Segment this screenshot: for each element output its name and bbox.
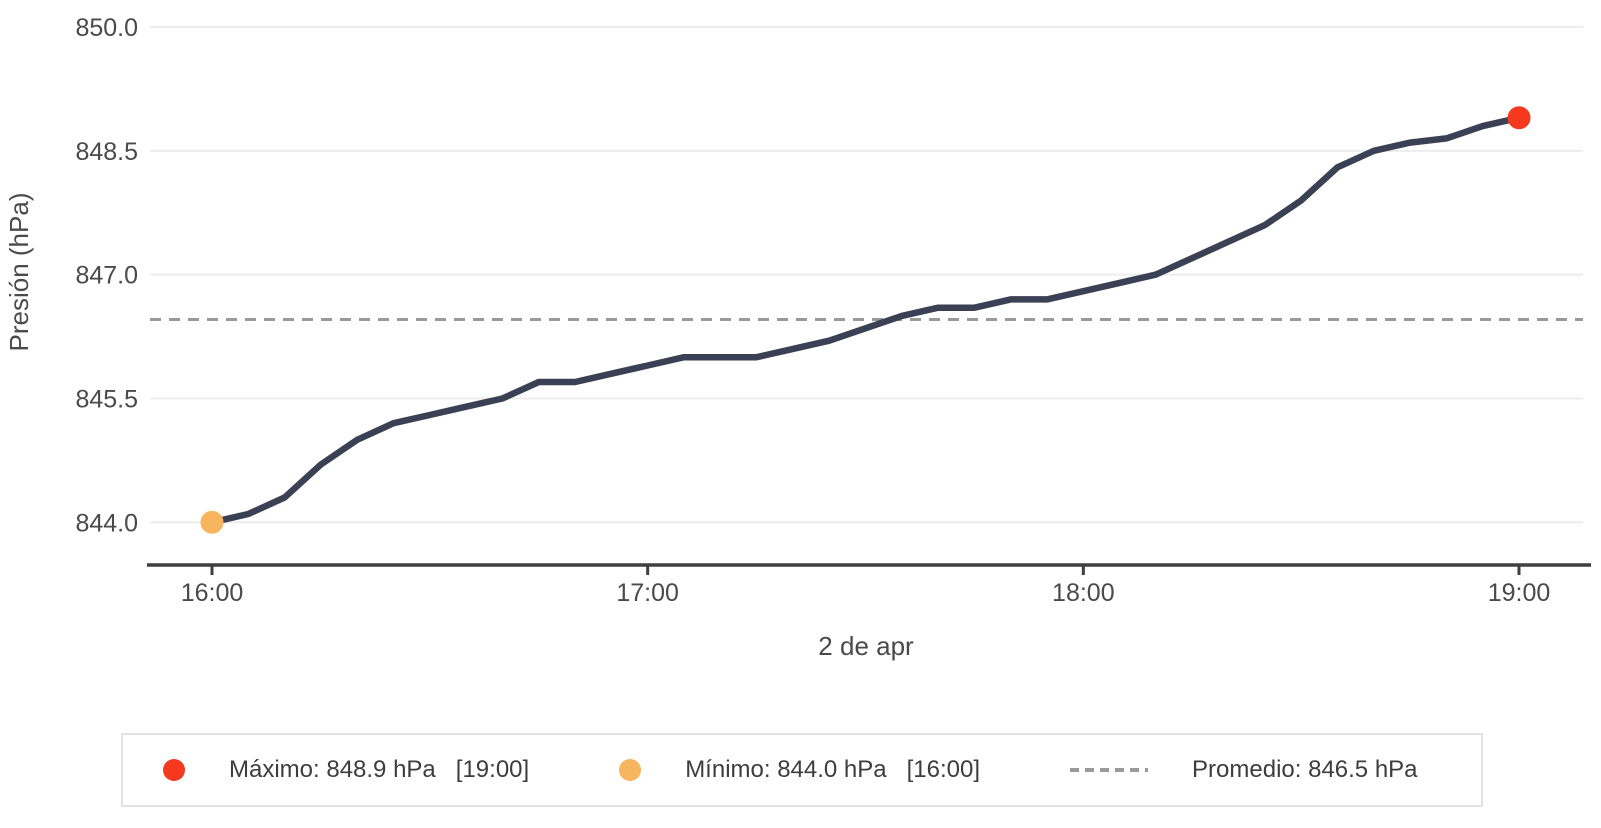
min-point-marker xyxy=(200,510,224,534)
chart-legend: Máximo: 848.9 hPa [19:00] Mínimo: 844.0 hP… xyxy=(121,733,1483,807)
legend-label: Mínimo: 844.0 hPa [16:00] xyxy=(685,756,980,784)
min-point-legend-marker xyxy=(619,759,642,781)
y-tick-label: 844.0 xyxy=(75,509,138,537)
legend-label-text: Mínimo: 844.0 hPa xyxy=(685,756,887,783)
legend-label: Promedio: 846.5 hPa xyxy=(1192,756,1417,784)
legend-item-maximo: Máximo: 848.9 hPa [19:00] xyxy=(163,756,529,784)
chart-canvas: 16:00 17:00 18:00 19:00 850.0 848.5 847.0 845.… xyxy=(4,14,1591,661)
legend-label-time: [16:00] xyxy=(906,756,981,783)
promedio-dash-legend-marker xyxy=(1070,768,1149,772)
max-point-legend-marker xyxy=(163,759,185,781)
legend-label-text: Máximo: 848.9 hPa xyxy=(229,756,436,783)
legend-item-promedio: Promedio: 846.5 hPa xyxy=(1070,756,1418,784)
x-tick-label: 17:00 xyxy=(616,579,679,607)
y-axis-tick-labels: 850.0 848.5 847.0 845.5 844.0 xyxy=(75,14,138,537)
y-tick-label: 850.0 xyxy=(75,14,138,42)
pressure-line xyxy=(208,114,1523,526)
x-tick-label: 16:00 xyxy=(181,579,244,607)
x-axis-ticks: 16:00 17:00 18:00 19:00 xyxy=(181,565,1551,607)
legend-label-text: Promedio: 846.5 hPa xyxy=(1192,756,1418,783)
legend-item-minimo: Mínimo: 844.0 hPa [16:00] xyxy=(619,756,980,784)
gridlines xyxy=(150,26,1583,524)
max-point-marker xyxy=(1507,106,1531,130)
legend-label: Máximo: 848.9 hPa [19:00] xyxy=(229,756,529,784)
x-axis-title: 2 de apr xyxy=(818,631,914,661)
y-axis-title: Presión (hPa) xyxy=(4,193,34,352)
legend-label-time: [19:00] xyxy=(455,756,530,783)
x-tick-label: 18:00 xyxy=(1052,579,1115,607)
x-tick-label: 19:00 xyxy=(1488,579,1551,607)
y-tick-label: 847.0 xyxy=(75,262,138,290)
y-tick-label: 848.5 xyxy=(75,138,138,166)
y-tick-label: 845.5 xyxy=(75,385,138,413)
